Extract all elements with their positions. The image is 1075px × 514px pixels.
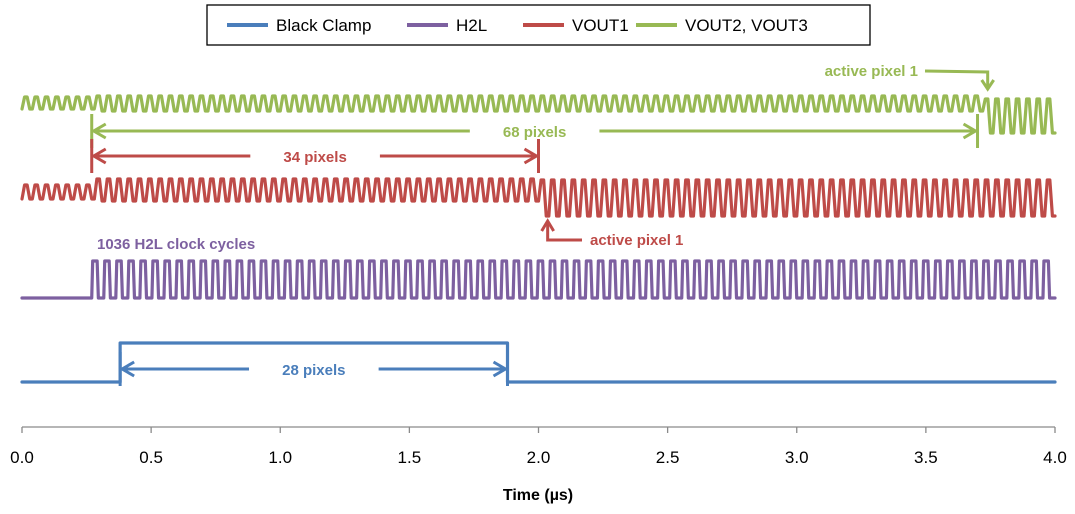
annotation-34-pixels-label: 34 pixels [283,149,346,166]
legend-label-vout2-vout3: VOUT2, VOUT3 [685,16,808,35]
series-vout1 [20,177,1057,218]
x-tick-label: 0.0 [10,448,34,467]
annotation-34-pixels-head-right [523,147,540,165]
series-vout2-vout3 [20,94,1057,135]
series-black-clamp [20,341,1057,384]
annotation-active-pixel-vout2-label: active pixel 1 [825,63,918,80]
annotations: 68 pixels 34 pixels 28 pixels active pixel … [90,63,995,386]
x-axis-title: Time (µs) [503,487,573,504]
annotation-28-pixels-head-left [119,360,135,378]
annotation-68-pixels-head-right [962,122,979,140]
legend-label-vout1: VOUT1 [572,16,629,35]
x-axis: 0.0 0.5 1.0 1.5 2.0 2.5 3.0 3.5 4.0 [10,426,1067,467]
x-tick-label: 3.0 [785,448,809,467]
legend: Black Clamp H2L VOUT1 VOUT2, VOUT3 [206,4,871,46]
x-tick-label: 2.5 [656,448,680,467]
waveforms [20,94,1057,384]
annotation-68-pixels-head-left [90,122,107,140]
annotation-28-pixels-label: 28 pixels [282,362,345,379]
annotation-active-pixel-vout2-arrow [924,69,990,88]
annotation-34-pixels-head-left [90,147,107,165]
legend-label-h2l: H2L [456,16,487,35]
x-tick-label: 1.0 [268,448,292,467]
legend-label-black-clamp: Black Clamp [276,16,371,35]
x-tick-label: 0.5 [139,448,163,467]
x-tick-label: 4.0 [1043,448,1067,467]
annotation-68-pixels-label: 68 pixels [503,124,566,141]
annotation-28-pixels-head-right [492,360,509,378]
annotation-active-pixel-vout1-arrow [546,222,582,242]
series-h2l [20,259,1057,300]
annotation-active-pixel-vout1-head [540,218,555,232]
annotation-active-pixel-vout1-label: active pixel 1 [590,232,683,249]
x-tick-label: 3.5 [914,448,938,467]
x-tick-label: 1.5 [398,448,422,467]
x-tick-label: 2.0 [527,448,551,467]
annotation-active-pixel-vout2-head [980,79,995,92]
annotation-h2l-cycles-label: 1036 H2L clock cycles [97,236,255,253]
